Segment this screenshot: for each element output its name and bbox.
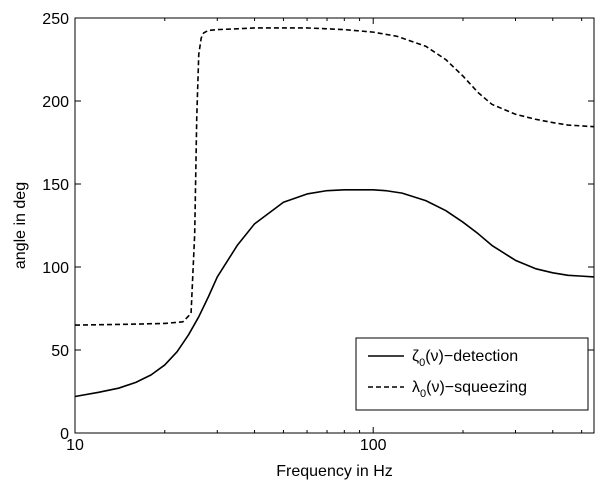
- legend-sub-detection: 0: [419, 357, 425, 369]
- y-tick-label: 50: [51, 343, 69, 360]
- legend-rest-squeezing: (ν)−squeezing: [426, 379, 527, 396]
- y-axis-label: angle in deg: [12, 182, 29, 269]
- legend-box: [355, 337, 589, 411]
- x-axis-label: Frequency in Hz: [276, 463, 393, 480]
- legend-label-squeezing: λ0(ν)−squeezing: [412, 379, 527, 400]
- plot-area-frame: [74, 17, 595, 434]
- legend-sub-squeezing: 0: [420, 388, 426, 400]
- y-tick-label: 250: [42, 11, 69, 28]
- legend-symbol-squeezing: λ: [412, 379, 420, 396]
- series-line-0: [74, 189, 595, 398]
- legend-rest-detection: (ν)−detection: [425, 348, 518, 365]
- y-tick-label: 150: [42, 177, 69, 194]
- y-tick-label: 200: [42, 94, 69, 111]
- series-line-1: [74, 27, 595, 326]
- axis-tick-labels: 0 50 100 150 200 250 10 100: [42, 11, 386, 454]
- x-tick-label: 10: [66, 437, 84, 454]
- axis-ticks: [74, 17, 594, 434]
- legend-label-detection: ζ0(ν)−detection: [412, 348, 518, 369]
- plot-lines: [74, 27, 595, 398]
- y-tick-label: 100: [42, 260, 69, 277]
- legend: ζ0(ν)−detection λ0(ν)−squeezing: [355, 337, 589, 411]
- x-tick-label: 100: [360, 437, 387, 454]
- legend-symbol-detection: ζ: [412, 348, 419, 365]
- y-tick-label: 0: [60, 426, 69, 443]
